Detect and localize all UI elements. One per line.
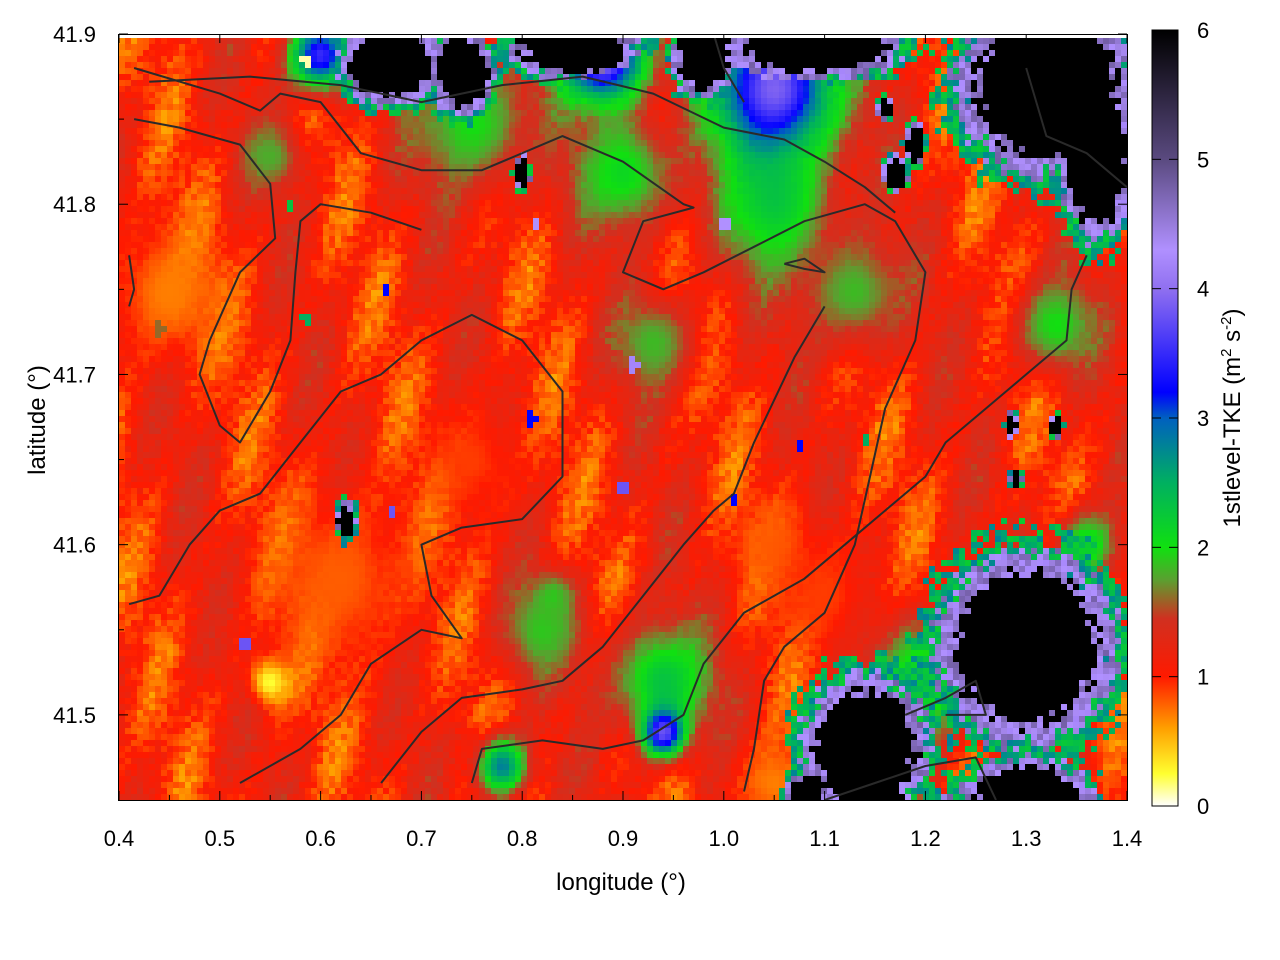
x-tick-label: 1.2 — [910, 826, 941, 851]
y-tick-label: 41.7 — [53, 362, 96, 387]
terrain-contours — [128, 38, 1127, 800]
x-tick-label: 0.7 — [406, 826, 437, 851]
colorbar-tick-label: 5 — [1197, 147, 1209, 172]
colorbar-title-sup1: 2 — [1218, 348, 1235, 356]
contour-line-11 — [1025, 67, 1127, 188]
colorbar-tick-label: 1 — [1197, 665, 1209, 690]
contour-line-10 — [128, 255, 136, 307]
contour-line-1 — [133, 67, 927, 792]
x-tick-label: 1.0 — [709, 826, 740, 851]
y-tick-label: 41.8 — [53, 192, 96, 217]
x-tick-label: 0.5 — [205, 826, 236, 851]
y-tick-label: 41.5 — [53, 703, 96, 728]
y-tick-label: 41.9 — [53, 22, 96, 47]
tke-heatmap-field — [119, 38, 1127, 800]
colorbar-tick-label: 0 — [1197, 794, 1209, 819]
colorbar-title-mid: s — [1219, 330, 1246, 349]
x-tick-label: 0.6 — [305, 826, 336, 851]
contour-line-4 — [128, 313, 564, 784]
colorbar-title-end: ) — [1219, 308, 1246, 316]
x-tick-label: 0.8 — [507, 826, 538, 851]
colorbar-title: 1stlevel-TKE (m2 s-2) — [1218, 308, 1246, 527]
colorbar-title-main: 1stlevel-TKE (m — [1219, 357, 1246, 528]
colorbar-tick-label: 6 — [1197, 18, 1209, 43]
x-tick-label: 0.9 — [608, 826, 639, 851]
colorbar-tick-label: 2 — [1197, 535, 1209, 560]
x-tick-label: 1.1 — [809, 826, 840, 851]
y-axis-title: latitude (°) — [24, 365, 51, 475]
contour-line-7 — [824, 756, 997, 800]
contour-line-8 — [904, 679, 987, 716]
x-axis: 0.4 0.5 0.6 0.7 0.8 0.9 1.0 1.1 1.2 1.3 1.4 — [104, 34, 1143, 851]
colorbar-tick-label: 4 — [1197, 277, 1209, 302]
x-tick-label: 1.4 — [1112, 826, 1143, 851]
y-axis: 41.5 41.6 41.7 41.8 41.9 — [53, 22, 1127, 728]
contour-line-6 — [470, 254, 1088, 784]
contour-line-9 — [784, 257, 826, 274]
x-tick-label: 1.3 — [1011, 826, 1042, 851]
contour-line-2 — [149, 75, 896, 214]
colorbar-axis: 0 1 2 3 4 5 6 — [1152, 18, 1209, 819]
colorbar-title-sup2: -2 — [1218, 316, 1235, 329]
contour-line-5 — [380, 305, 826, 784]
y-tick-label: 41.6 — [53, 533, 96, 558]
contour-line-12 — [713, 38, 745, 103]
x-tick-label: 0.4 — [104, 826, 135, 851]
x-axis-title: longitude (°) — [556, 869, 686, 896]
contour-line-3 — [133, 118, 422, 444]
colorbar-tick-label: 3 — [1197, 406, 1209, 431]
